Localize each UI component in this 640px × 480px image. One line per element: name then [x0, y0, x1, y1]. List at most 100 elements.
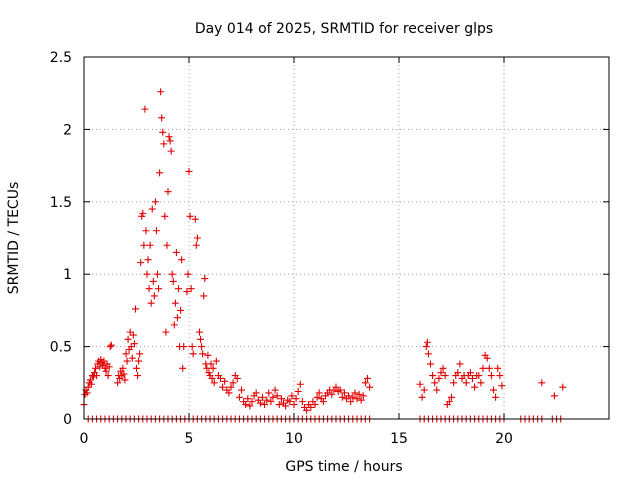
- data-point: [259, 393, 266, 401]
- data-point: [437, 369, 445, 377]
- data-point: [167, 147, 175, 155]
- data-point: [142, 227, 150, 235]
- plot-frame: [83, 56, 610, 420]
- data-point: [466, 369, 474, 377]
- data-point: [146, 241, 154, 249]
- data-point: [136, 350, 144, 358]
- y-tick-label: 2.5: [50, 50, 72, 66]
- data-point: [100, 357, 108, 365]
- data-point: [273, 392, 281, 400]
- data-point: [338, 393, 346, 401]
- data-point: [286, 398, 294, 406]
- y-tick-label: 0.5: [50, 340, 72, 356]
- data-point: [196, 328, 203, 336]
- data-point: [212, 357, 220, 365]
- data-point: [104, 372, 112, 380]
- data-point: [492, 393, 500, 401]
- data-point: [229, 379, 237, 387]
- data-point: [158, 114, 166, 122]
- data-point: [269, 393, 277, 401]
- data-point: [261, 401, 269, 409]
- data-point: [164, 188, 172, 196]
- data-point: [119, 364, 127, 372]
- data-point: [185, 167, 193, 175]
- data-point: [246, 402, 254, 410]
- data-point: [171, 299, 179, 307]
- data-point: [445, 398, 453, 406]
- data-point: [429, 372, 437, 380]
- data-point: [349, 393, 357, 401]
- data-point: [345, 392, 353, 400]
- data-point: [96, 363, 104, 371]
- data-point: [294, 387, 302, 395]
- data-point: [87, 380, 95, 388]
- series-SRMTID: [80, 88, 567, 414]
- data-point: [427, 360, 434, 368]
- data-point: [93, 372, 101, 380]
- data-point: [233, 374, 241, 382]
- y-tick-label: 1.5: [50, 195, 72, 211]
- data-point: [161, 212, 169, 220]
- data-point: [225, 389, 233, 397]
- data-point: [487, 372, 495, 380]
- data-point: [92, 364, 100, 372]
- data-point: [490, 386, 497, 394]
- data-point: [319, 398, 327, 406]
- data-point: [416, 380, 424, 388]
- y-tick-label: 2: [63, 122, 72, 138]
- data-point: [184, 270, 192, 278]
- data-point: [157, 88, 165, 96]
- data-point: [242, 401, 250, 409]
- data-point: [133, 364, 140, 372]
- data-point: [477, 379, 485, 387]
- data-point: [347, 398, 355, 406]
- data-point: [145, 285, 153, 293]
- data-point: [192, 241, 200, 249]
- data-point: [471, 383, 479, 391]
- data-point: [265, 389, 273, 397]
- data-point: [97, 356, 105, 364]
- data-point: [288, 392, 296, 400]
- data-point: [208, 374, 216, 382]
- data-point: [271, 386, 279, 394]
- data-point: [303, 406, 311, 414]
- data-point: [313, 393, 321, 401]
- data-point: [315, 389, 323, 397]
- data-point: [168, 270, 176, 278]
- data-point: [307, 403, 315, 411]
- data-point: [361, 379, 369, 387]
- data-point: [483, 354, 491, 362]
- data-point: [107, 341, 115, 349]
- data-point: [200, 292, 208, 300]
- data-point: [86, 376, 94, 384]
- data-point: [203, 364, 211, 372]
- data-point: [248, 398, 256, 406]
- data-point: [139, 209, 147, 217]
- grid-lines: [84, 57, 609, 419]
- data-point: [366, 383, 374, 391]
- data-point: [298, 398, 306, 406]
- data-points: [80, 88, 567, 423]
- data-point: [433, 386, 441, 394]
- data-point: [152, 227, 160, 235]
- data-point: [538, 379, 546, 387]
- data-point: [162, 328, 170, 336]
- data-point: [138, 212, 146, 220]
- data-point: [340, 389, 348, 397]
- data-point: [179, 364, 187, 372]
- y-axis-label: SRMTID / TECUs: [6, 182, 22, 295]
- data-point: [121, 376, 129, 384]
- data-point: [150, 292, 158, 300]
- data-point: [131, 305, 139, 313]
- data-point: [186, 212, 194, 220]
- data-point: [311, 401, 319, 409]
- data-point: [183, 288, 191, 296]
- data-point: [123, 357, 131, 365]
- data-point: [435, 374, 443, 382]
- data-point: [336, 386, 344, 394]
- data-point: [456, 360, 464, 368]
- data-point: [135, 357, 143, 365]
- y-tick-labels: 0 0.5 1 1.5 2 2.5: [50, 50, 72, 428]
- data-point: [141, 105, 149, 113]
- data-point: [177, 306, 185, 314]
